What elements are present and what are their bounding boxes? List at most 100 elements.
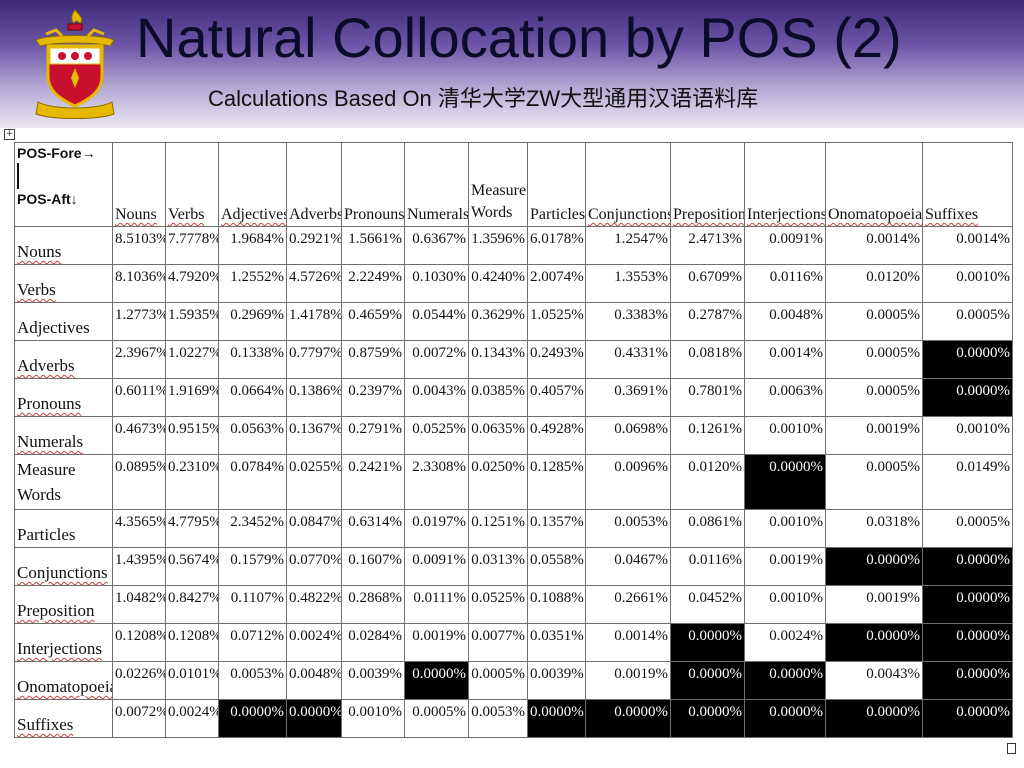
value-cell: 4.3565% — [112, 509, 166, 548]
value-cell: 0.0116% — [670, 547, 745, 586]
column-header-conjunctions: Conjunctions — [585, 142, 671, 227]
value-cell: 4.7920% — [165, 264, 219, 303]
column-header-adjectives: Adjectives — [218, 142, 287, 227]
value-cell: 0.2493% — [527, 340, 586, 379]
value-cell: 0.1357% — [527, 509, 586, 548]
row-header: Particles — [14, 509, 113, 548]
value-cell: 0.2969% — [218, 302, 287, 341]
value-cell: 0.0000% — [744, 699, 826, 738]
value-cell: 0.2397% — [341, 378, 405, 417]
value-cell: 1.4178% — [286, 302, 342, 341]
corner-header-cell: POS-Fore→ POS-Aft↓ — [14, 142, 113, 227]
value-cell: 0.0111% — [404, 585, 469, 624]
value-cell: 0.3629% — [468, 302, 528, 341]
value-cell: 0.2421% — [341, 454, 405, 510]
value-cell: 0.0452% — [670, 585, 745, 624]
value-cell: 0.0014% — [922, 226, 1013, 265]
table-row: Verbs 8.1036% 4.7920% 1.2552% 4.5726% 2.2249%… — [14, 264, 1013, 303]
row-header: Interjections — [14, 623, 113, 662]
value-cell: 0.0120% — [670, 454, 745, 510]
value-cell: 0.2787% — [670, 302, 745, 341]
row-header: Verbs — [14, 264, 113, 303]
value-cell: 0.1261% — [670, 416, 745, 455]
value-cell: 0.7797% — [286, 340, 342, 379]
value-cell: 0.0000% — [922, 661, 1013, 700]
slide-title: Natural Collocation by POS (2) — [136, 6, 902, 69]
value-cell: 0.1579% — [218, 547, 287, 586]
row-header: Onomatopoeia — [14, 661, 113, 700]
value-cell: 0.9515% — [165, 416, 219, 455]
value-cell: 0.0043% — [825, 661, 923, 700]
value-cell: 0.0010% — [744, 509, 826, 548]
value-cell: 0.0096% — [585, 454, 671, 510]
row-header: Preposition — [14, 585, 113, 624]
value-cell: 0.0010% — [744, 585, 826, 624]
value-cell: 0.0024% — [286, 623, 342, 662]
table-row: Nouns 8.5103% 7.7778% 1.9684% 0.2921% 1.5661%… — [14, 226, 1013, 265]
value-cell: 0.6314% — [341, 509, 405, 548]
value-cell: 0.0847% — [286, 509, 342, 548]
value-cell: 0.2868% — [341, 585, 405, 624]
column-header-verbs: Verbs — [165, 142, 219, 227]
value-cell: 0.4240% — [468, 264, 528, 303]
header-row: POS-Fore→ POS-Aft↓ Nouns Verbs Adjective… — [14, 142, 1013, 227]
value-cell: 0.0000% — [670, 661, 745, 700]
value-cell: 2.3452% — [218, 509, 287, 548]
value-cell: 0.0005% — [922, 302, 1013, 341]
value-cell: 0.0053% — [585, 509, 671, 548]
table-move-handle-icon[interactable]: + — [4, 129, 15, 140]
value-cell: 0.0525% — [468, 585, 528, 624]
value-cell: 0.0000% — [825, 699, 923, 738]
value-cell: 0.0197% — [404, 509, 469, 548]
value-cell: 0.0149% — [922, 454, 1013, 510]
value-cell: 0.1607% — [341, 547, 405, 586]
value-cell: 0.3383% — [585, 302, 671, 341]
value-cell: 0.8427% — [165, 585, 219, 624]
value-cell: 1.5935% — [165, 302, 219, 341]
value-cell: 1.4395% — [112, 547, 166, 586]
value-cell: 0.0385% — [468, 378, 528, 417]
value-cell: 0.0019% — [825, 585, 923, 624]
value-cell: 0.1343% — [468, 340, 528, 379]
value-cell: 0.1030% — [404, 264, 469, 303]
value-cell: 6.0178% — [527, 226, 586, 265]
value-cell: 0.0014% — [825, 226, 923, 265]
value-cell: 0.0558% — [527, 547, 586, 586]
value-cell: 2.3308% — [404, 454, 469, 510]
collocation-table: POS-Fore→ POS-Aft↓ Nouns Verbs Adjective… — [14, 142, 1013, 738]
value-cell: 0.0000% — [825, 547, 923, 586]
value-cell: 4.5726% — [286, 264, 342, 303]
value-cell: 0.0467% — [585, 547, 671, 586]
corner-divider — [17, 163, 19, 189]
value-cell: 0.6011% — [112, 378, 166, 417]
value-cell: 0.0000% — [744, 661, 826, 700]
table-row: Adjectives 1.2773% 1.5935% 0.2969% 1.4178% 0.… — [14, 302, 1013, 341]
value-cell: 0.0226% — [112, 661, 166, 700]
value-cell: 0.0000% — [585, 699, 671, 738]
value-cell: 0.0039% — [527, 661, 586, 700]
value-cell: 0.0000% — [286, 699, 342, 738]
value-cell: 0.1386% — [286, 378, 342, 417]
value-cell: 0.0005% — [825, 340, 923, 379]
value-cell: 0.4659% — [341, 302, 405, 341]
value-cell: 0.1338% — [218, 340, 287, 379]
value-cell: 0.0895% — [112, 454, 166, 510]
page-number-placeholder-icon — [1007, 743, 1016, 754]
value-cell: 0.0024% — [165, 699, 219, 738]
value-cell: 0.0048% — [286, 661, 342, 700]
value-cell: 0.0000% — [218, 699, 287, 738]
value-cell: 0.0351% — [527, 623, 586, 662]
value-cell: 0.0563% — [218, 416, 287, 455]
value-cell: 0.3691% — [585, 378, 671, 417]
table-row: Preposition 1.0482% 0.8427% 0.1107% 0.4822% 0… — [14, 585, 1013, 624]
value-cell: 0.0116% — [744, 264, 826, 303]
value-cell: 0.0010% — [341, 699, 405, 738]
value-cell: 1.0227% — [165, 340, 219, 379]
value-cell: 0.0284% — [341, 623, 405, 662]
value-cell: 0.0072% — [404, 340, 469, 379]
column-header-adverbs: Adverbs — [286, 142, 342, 227]
pos-aft-label: POS-Aft↓ — [17, 191, 78, 207]
value-cell: 0.5674% — [165, 547, 219, 586]
value-cell: 0.0000% — [404, 661, 469, 700]
value-cell: 1.0525% — [527, 302, 586, 341]
